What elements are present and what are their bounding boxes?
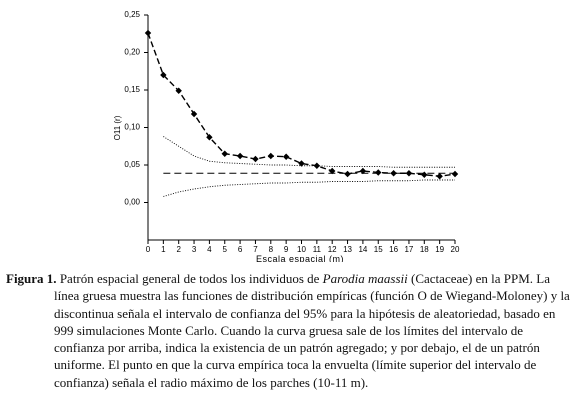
- x-tick-label: 12: [328, 245, 337, 254]
- x-tick-label: 1: [161, 245, 166, 254]
- data-point: [206, 134, 213, 141]
- caption-label: Figura 1.: [6, 271, 57, 286]
- x-axis-label: Escala espacial (m): [256, 254, 344, 262]
- data-point: [436, 173, 443, 180]
- x-tick-label: 16: [389, 245, 398, 254]
- series-line: [163, 179, 455, 197]
- x-tick-label: 15: [374, 245, 383, 254]
- data-point: [298, 160, 305, 167]
- data-point: [144, 29, 152, 37]
- data-point: [421, 171, 428, 178]
- y-tick-label: 0,05: [124, 160, 140, 169]
- series-line: [163, 136, 455, 168]
- data-point: [221, 150, 228, 157]
- y-tick-label: 0,20: [124, 48, 140, 57]
- data-point: [175, 87, 182, 94]
- data-point: [282, 153, 290, 160]
- y-axis-label: O11 (r): [113, 115, 122, 140]
- x-tick-label: 19: [435, 245, 444, 254]
- x-tick-label: 13: [343, 245, 352, 254]
- x-tick-label: 11: [313, 245, 322, 254]
- data-point: [267, 152, 274, 160]
- data-point: [375, 169, 382, 176]
- x-tick-label: 14: [358, 245, 367, 254]
- x-tick-label: 2: [176, 245, 181, 254]
- x-tick-label: 9: [284, 245, 289, 254]
- data-point: [344, 170, 351, 178]
- y-tick-label: 0,10: [124, 123, 140, 132]
- x-tick-label: 7: [253, 245, 258, 254]
- x-tick-label: 5: [223, 245, 228, 254]
- x-tick-label: 0: [146, 245, 151, 254]
- x-tick-label: 10: [297, 245, 306, 254]
- x-tick-label: 6: [238, 245, 243, 254]
- data-point: [359, 167, 367, 175]
- y-tick-label: 0,00: [124, 198, 140, 207]
- figure-caption: Figura 1. Patrón espacial general de tod…: [6, 270, 572, 391]
- data-point: [160, 71, 167, 79]
- data-point: [451, 170, 459, 178]
- caption-text: (Cactaceae) en la PPM. La línea gruesa m…: [54, 271, 570, 390]
- x-tick-label: 18: [420, 245, 429, 254]
- data-point: [236, 152, 244, 160]
- x-tick-label: 17: [404, 245, 413, 254]
- y-tick-label: 0,25: [124, 10, 140, 19]
- x-tick-label: 4: [207, 245, 212, 254]
- data-point: [390, 170, 397, 177]
- data-point: [329, 167, 336, 175]
- species-name: Parodia maassii: [322, 271, 408, 286]
- x-tick-label: 3: [192, 245, 197, 254]
- series-line: [147, 32, 456, 177]
- chart: Escala espacial (m) O11 (r) 0,00 0,05 0,10…: [113, 10, 460, 262]
- data-point: [190, 110, 198, 118]
- data-point: [252, 155, 259, 163]
- x-tick-label: 20: [451, 245, 460, 254]
- caption-text: Patrón espacial general de todos los ind…: [59, 271, 320, 286]
- y-tick-label: 0,15: [124, 85, 140, 94]
- x-tick-label: 8: [269, 245, 274, 254]
